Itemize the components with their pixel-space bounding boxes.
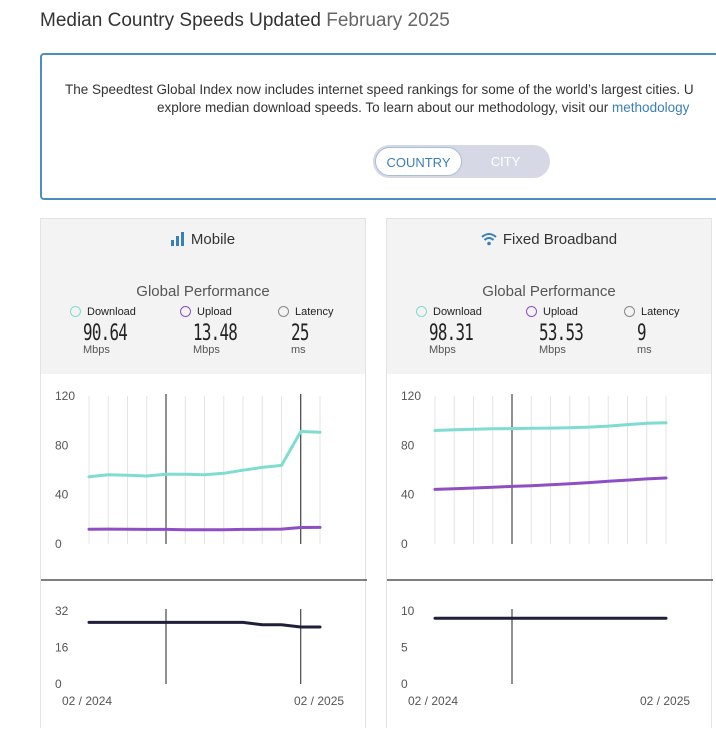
- metric-value: 90.64: [83, 321, 128, 346]
- y-tick-label: 40: [55, 488, 69, 502]
- metric-value: 98.31: [429, 321, 474, 346]
- upload-icon: [526, 306, 537, 317]
- y-tick-label: 10: [401, 604, 415, 618]
- country-city-toggle[interactable]: COUNTRY CITY: [373, 145, 550, 178]
- metric-unit: ms: [291, 344, 306, 356]
- metric-value: 13.48: [193, 321, 238, 346]
- broadband-download-metric: Download 98.31 Mbps: [416, 306, 516, 356]
- metric-label: Download: [433, 306, 482, 318]
- latency-icon: [624, 306, 635, 317]
- broadband-speed-chart: 0 40 80 120: [387, 389, 713, 581]
- mobile-download-metric: Download 90.64 Mbps: [70, 306, 170, 356]
- broadband-upload-metric: Upload 53.53 Mbps: [526, 306, 626, 356]
- mobile-panel: Mobile Global Performance Download 90.64…: [40, 218, 367, 729]
- mobile-speed-chart: 0 40 80 120: [41, 389, 367, 581]
- metric-label: Latency: [295, 306, 334, 318]
- upload-series-line: [87, 525, 322, 532]
- metric-value: 53.53: [539, 321, 584, 346]
- metric-label: Upload: [197, 306, 232, 318]
- mobile-upload-metric: Upload 13.48 Mbps: [180, 306, 280, 356]
- metric-label: Upload: [543, 306, 578, 318]
- mobile-performance-title: Global Performance: [136, 283, 270, 300]
- signal-bars-icon: [170, 232, 184, 246]
- metric-unit: Mbps: [429, 344, 456, 356]
- toggle-city[interactable]: CITY: [490, 154, 521, 169]
- y-tick-label: 0: [401, 537, 408, 551]
- broadband-panel: Fixed Broadband Global Performance Downl…: [386, 218, 713, 729]
- info-line-2: explore median download speeds. To learn…: [157, 99, 689, 117]
- download-icon: [416, 306, 427, 317]
- metric-value: 25: [291, 321, 309, 346]
- metric-value: 9: [637, 321, 647, 346]
- y-tick-label: 80: [401, 438, 415, 452]
- mobile-title-label: Mobile: [190, 231, 236, 248]
- broadband-title-label: Fixed Broadband: [502, 231, 618, 248]
- page-title: Median Country Speeds Updated February 2…: [40, 10, 450, 32]
- y-tick-label: 0: [401, 677, 408, 691]
- methodology-link[interactable]: methodology: [612, 100, 690, 115]
- x-tick-label: 02 / 2025: [640, 694, 690, 708]
- mobile-latency-chart: 0 16 32 02 / 2024 02 / 2025: [55, 604, 344, 708]
- info-line-2-text: explore median download speeds. To learn…: [157, 100, 613, 115]
- y-tick-label: 80: [55, 438, 69, 452]
- y-tick-label: 32: [55, 604, 69, 618]
- metric-unit: Mbps: [539, 344, 566, 356]
- x-tick-label: 02 / 2024: [408, 694, 458, 708]
- x-tick-label: 02 / 2025: [294, 694, 344, 708]
- download-series-line: [433, 421, 668, 432]
- y-tick-label: 16: [55, 641, 69, 655]
- upload-icon: [180, 306, 191, 317]
- upload-series-line: [433, 476, 668, 491]
- y-tick-label: 120: [55, 389, 75, 403]
- mobile-chart-area: 0 40 80 120 0 16 32 02 / 2024 02 / 2025: [41, 374, 367, 729]
- download-icon: [70, 306, 81, 317]
- mobile-panel-title: Mobile: [41, 231, 365, 248]
- y-tick-label: 5: [401, 641, 408, 655]
- latency-icon: [278, 306, 289, 317]
- broadband-performance-title: Global Performance: [482, 283, 616, 300]
- latency-series-line: [87, 620, 322, 629]
- y-tick-label: 120: [401, 389, 421, 403]
- metric-unit: Mbps: [193, 344, 220, 356]
- y-tick-label: 0: [55, 677, 62, 691]
- toggle-country[interactable]: COUNTRY: [375, 147, 462, 176]
- page-title-date: February 2025: [326, 10, 450, 31]
- broadband-latency-metric: Latency 9 ms: [624, 306, 716, 356]
- metric-unit: ms: [637, 344, 652, 356]
- metric-unit: Mbps: [83, 344, 110, 356]
- metric-label: Latency: [641, 306, 680, 318]
- metric-label: Download: [87, 306, 136, 318]
- broadband-latency-chart: 0 5 10 02 / 2024 02 / 2025: [401, 604, 690, 708]
- mobile-panel-header: Mobile Global Performance Download 90.64…: [41, 219, 365, 374]
- mobile-latency-metric: Latency 25 ms: [278, 306, 378, 356]
- x-tick-label: 02 / 2024: [62, 694, 112, 708]
- info-box: The Speedtest Global Index now includes …: [40, 53, 716, 200]
- broadband-chart-area: 0 40 80 120 0 5 10 02 / 2024 02 / 2025: [387, 374, 713, 729]
- download-series-line: [87, 430, 322, 479]
- broadband-panel-header: Fixed Broadband Global Performance Downl…: [387, 219, 711, 374]
- info-line-1: The Speedtest Global Index now includes …: [65, 82, 694, 97]
- page-title-text: Median Country Speeds Updated: [40, 10, 321, 31]
- broadband-panel-title: Fixed Broadband: [387, 231, 711, 248]
- y-tick-label: 0: [55, 537, 62, 551]
- wifi-icon: [481, 233, 497, 246]
- y-tick-label: 40: [401, 488, 415, 502]
